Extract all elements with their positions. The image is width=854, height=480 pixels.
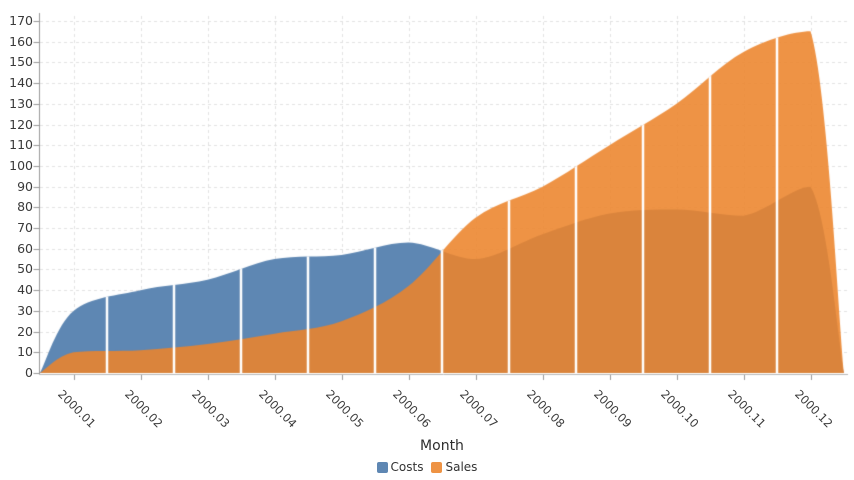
legend-label-costs: Costs xyxy=(390,460,424,474)
legend-label-sales: Sales xyxy=(445,460,478,474)
legend-item-sales[interactable]: Sales xyxy=(431,460,477,474)
y-axis-label: 60 xyxy=(17,240,33,256)
costs-legend-marker-icon xyxy=(376,461,388,473)
y-axis-label: 70 xyxy=(17,220,33,236)
legend: Costs Sales xyxy=(0,458,854,476)
y-axis-label: 30 xyxy=(17,302,33,318)
y-axis-label: 170 xyxy=(9,13,33,28)
sales-legend-marker-icon xyxy=(431,461,443,473)
y-axis-label: 110 xyxy=(9,137,33,153)
y-axis-label: 10 xyxy=(17,344,33,360)
y-axis-label: 0 xyxy=(25,365,33,380)
y-axis-label: 120 xyxy=(9,116,33,132)
y-axis-label: 150 xyxy=(9,54,33,70)
y-axis-label: 130 xyxy=(9,95,33,111)
x-axis-title: Month xyxy=(420,438,464,454)
y-axis-label: 40 xyxy=(17,282,33,298)
y-axis-label: 160 xyxy=(9,33,33,49)
y-axis-label: 50 xyxy=(17,261,33,277)
y-axis-label: 100 xyxy=(9,157,33,173)
y-axis-label: 80 xyxy=(17,199,33,215)
y-axis-label: 140 xyxy=(9,75,33,91)
legend-item-costs[interactable]: Costs xyxy=(376,460,424,474)
y-axis-label: 20 xyxy=(17,323,33,339)
y-axis-label: 90 xyxy=(17,178,33,194)
